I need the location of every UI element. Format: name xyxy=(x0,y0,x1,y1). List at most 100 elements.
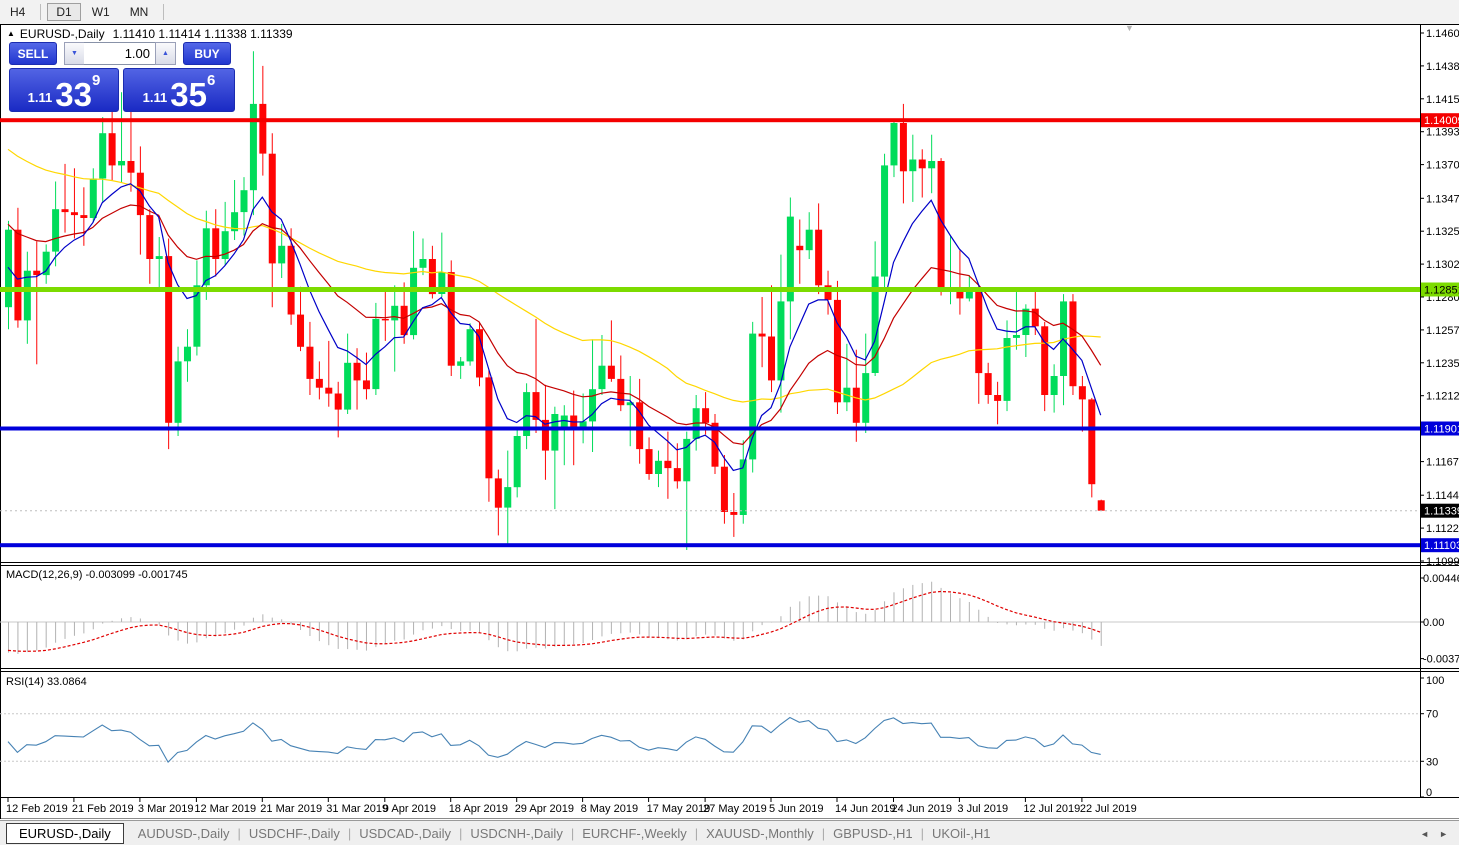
chart-tab-eurusd-daily[interactable]: EURUSD-,Daily xyxy=(6,823,124,844)
toolbar-separator xyxy=(163,4,165,20)
svg-text:24 Jun 2019: 24 Jun 2019 xyxy=(892,803,953,815)
timeframe-toolbar: H4 D1 W1 MN xyxy=(0,0,1459,24)
chart-tab-ukoil-h1[interactable]: UKOil-,H1 xyxy=(932,826,991,841)
chart-tab-audusd-daily[interactable]: AUDUSD-,Daily xyxy=(137,826,230,841)
svg-text:3 Jul 2019: 3 Jul 2019 xyxy=(957,803,1008,815)
svg-text:12 Jul 2019: 12 Jul 2019 xyxy=(1023,803,1080,815)
sell-price-figure: 1.11 xyxy=(27,90,53,105)
svg-text:30: 30 xyxy=(1426,756,1438,768)
chart-symbol-label: EURUSD-,Daily xyxy=(19,27,105,41)
buy-button[interactable]: BUY xyxy=(183,42,231,65)
svg-text:0: 0 xyxy=(1426,787,1432,799)
macd-name: MACD(12,26,9) xyxy=(6,569,83,581)
svg-text:1.12125: 1.12125 xyxy=(1426,391,1459,403)
svg-text:9 Apr 2019: 9 Apr 2019 xyxy=(383,803,436,815)
svg-text:1.13475: 1.13475 xyxy=(1426,193,1459,205)
tab-scroll-arrows: ◄ ► xyxy=(1415,829,1453,839)
svg-text:1.11339: 1.11339 xyxy=(1424,506,1459,518)
chart-tab-gbpusd-h1[interactable]: GBPUSD-,H1 xyxy=(833,826,913,841)
svg-text:1.13025: 1.13025 xyxy=(1426,259,1459,271)
svg-text:1.13705: 1.13705 xyxy=(1426,160,1459,172)
macd-values: -0.003099 -0.001745 xyxy=(85,569,188,581)
chart-tab-usdcnh-daily[interactable]: USDCNH-,Daily xyxy=(470,826,563,841)
buy-price-figure: 1.11 xyxy=(142,90,168,105)
svg-text:27 May 2019: 27 May 2019 xyxy=(703,803,767,815)
rsi-indicator-label: RSI(14) 33.0864 xyxy=(6,676,87,688)
chart-tab-eurchf-weekly[interactable]: EURCHF-,Weekly xyxy=(582,826,687,841)
svg-text:1.11445: 1.11445 xyxy=(1426,490,1459,502)
svg-text:31 Mar 2019: 31 Mar 2019 xyxy=(326,803,388,815)
volume-input[interactable] xyxy=(84,42,155,65)
svg-text:18 Apr 2019: 18 Apr 2019 xyxy=(449,803,508,815)
rsi-value: 33.0864 xyxy=(46,676,87,688)
volume-increase-button[interactable]: ▲ xyxy=(155,42,176,65)
sell-price-pips: 33 xyxy=(55,75,92,113)
buy-price-panel[interactable]: 1.11 35 6 xyxy=(123,68,235,112)
timeframe-button-h4[interactable]: H4 xyxy=(10,5,26,19)
time-axis[interactable] xyxy=(0,798,1459,819)
svg-text:1.12575: 1.12575 xyxy=(1426,325,1459,337)
tabs-scroll-left-icon[interactable]: ◄ xyxy=(1420,828,1430,839)
sell-button[interactable]: SELL xyxy=(9,42,57,65)
chart-shift-marker-icon[interactable]: ▼ xyxy=(1125,23,1134,33)
svg-text:17 May 2019: 17 May 2019 xyxy=(647,803,711,815)
tab-separator: | xyxy=(694,826,699,841)
svg-text:14 Jun 2019: 14 Jun 2019 xyxy=(835,803,896,815)
macd-indicator-label: MACD(12,26,9) -0.003099 -0.001745 xyxy=(6,569,188,581)
tab-separator: | xyxy=(237,826,241,841)
svg-text:0.004465: 0.004465 xyxy=(1423,573,1459,585)
svg-text:100: 100 xyxy=(1426,675,1444,687)
svg-text:12 Mar 2019: 12 Mar 2019 xyxy=(194,803,256,815)
timeframe-button-mn[interactable]: MN xyxy=(129,5,149,19)
svg-text:21 Mar 2019: 21 Mar 2019 xyxy=(260,803,322,815)
svg-text:1.12350: 1.12350 xyxy=(1426,358,1459,370)
chart-tab-usdcad-daily[interactable]: USDCAD-,Daily xyxy=(359,826,451,841)
svg-text:1.13930: 1.13930 xyxy=(1426,127,1459,139)
svg-text:12 Feb 2019: 12 Feb 2019 xyxy=(6,803,68,815)
buy-price-point: 6 xyxy=(206,72,216,89)
svg-text:1.11220: 1.11220 xyxy=(1426,523,1459,535)
svg-text:1.11103: 1.11103 xyxy=(1424,540,1459,552)
svg-text:21 Feb 2019: 21 Feb 2019 xyxy=(72,803,134,815)
price-axis[interactable] xyxy=(1420,24,1459,798)
svg-text:29 Apr 2019: 29 Apr 2019 xyxy=(515,803,574,815)
svg-text:1.10995: 1.10995 xyxy=(1426,556,1459,568)
rsi-name: RSI(14) xyxy=(6,676,44,688)
svg-text:1.14009: 1.14009 xyxy=(1424,115,1459,127)
svg-text:8 May 2019: 8 May 2019 xyxy=(581,803,638,815)
svg-text:1.11675: 1.11675 xyxy=(1426,457,1459,469)
tab-separator: | xyxy=(458,826,463,841)
svg-text:1.14380: 1.14380 xyxy=(1426,61,1459,73)
buy-price-pips: 35 xyxy=(170,75,207,113)
sell-price-panel[interactable]: 1.11 33 9 xyxy=(9,68,119,112)
chart-ohlc-values: 1.11410 1.11414 1.11338 1.11339 xyxy=(112,27,293,41)
svg-text:0.00: 0.00 xyxy=(1423,617,1444,629)
volume-decrease-button[interactable]: ▼ xyxy=(64,42,84,65)
chart-tabs-bar: EURUSD-,Daily AUDUSD-,Daily | USDCHF-,Daily… xyxy=(0,820,1459,845)
chart-title: ▲ EURUSD-,Daily 1.11410 1.11414 1.11338 1.… xyxy=(7,27,293,41)
svg-text:22 Jul 2019: 22 Jul 2019 xyxy=(1080,803,1137,815)
chart-tab-usdchf-daily[interactable]: USDCHF-,Daily xyxy=(248,826,340,841)
svg-text:5 Jun 2019: 5 Jun 2019 xyxy=(769,803,823,815)
chevron-up-icon: ▲ xyxy=(162,50,169,57)
chart-tab-xauusd-monthly[interactable]: XAUUSD-,Monthly xyxy=(706,826,814,841)
sell-price-point: 9 xyxy=(91,72,101,89)
tab-separator: | xyxy=(347,826,352,841)
oneclick-collapse-icon[interactable]: ▲ xyxy=(7,29,15,38)
tab-separator: | xyxy=(821,826,826,841)
svg-text:-0.003715: -0.003715 xyxy=(1423,654,1459,666)
svg-text:70: 70 xyxy=(1426,709,1438,721)
tabs-scroll-right-icon[interactable]: ► xyxy=(1439,828,1448,839)
chevron-down-icon: ▼ xyxy=(71,50,78,57)
toolbar-separator xyxy=(40,4,42,20)
tab-separator: | xyxy=(920,826,924,841)
timeframe-button-w1[interactable]: W1 xyxy=(91,5,110,19)
timeframe-button-d1[interactable]: D1 xyxy=(47,3,81,21)
svg-text:3 Mar 2019: 3 Mar 2019 xyxy=(138,803,194,815)
svg-text:1.14155: 1.14155 xyxy=(1426,94,1459,106)
svg-text:1.14605: 1.14605 xyxy=(1426,28,1459,40)
